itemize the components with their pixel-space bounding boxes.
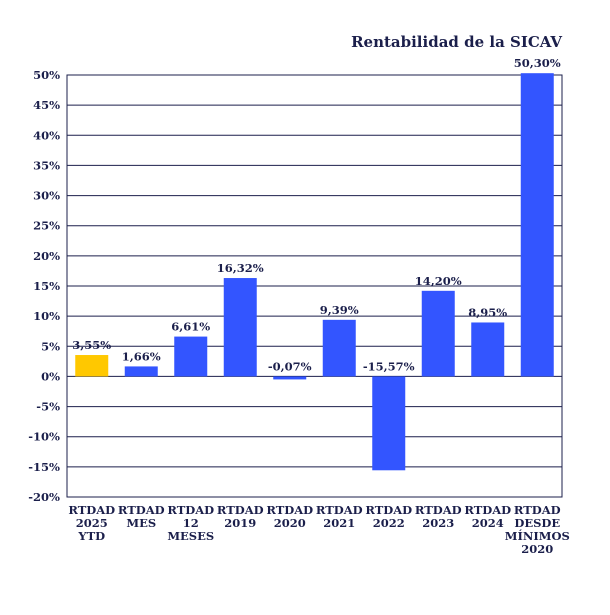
x-tick-label-line: 2019 [224, 516, 256, 530]
data-label: 16,32% [217, 261, 264, 275]
x-tick-label: RTDAD 2019 [217, 503, 264, 530]
y-tick-label: 40% [33, 128, 60, 142]
chart-title: Rentabilidad de la SICAV [351, 33, 562, 51]
x-tick-label-line: 2020 [274, 516, 306, 530]
x-tick-label: RTDAD 2024 [464, 503, 511, 530]
x-tick-label-line: MESES [167, 529, 214, 543]
y-tick-label: 30% [33, 189, 60, 203]
y-tick-label: 35% [33, 158, 60, 172]
bar [75, 355, 109, 377]
x-tick-label-line: 12 [183, 516, 199, 530]
x-tick-label-line: RTDAD [316, 503, 363, 517]
x-tick-label-line: RTDAD [464, 503, 511, 517]
data-label: 1,66% [122, 349, 161, 363]
x-tick-label-line: 2024 [472, 516, 504, 530]
x-tick-label-line: 2020 [521, 542, 553, 556]
y-tick-label: -5% [36, 400, 60, 414]
x-tick-label: RTDAD 2021 [316, 503, 363, 530]
bar [273, 376, 307, 380]
x-tick-label-line: RTDAD [217, 503, 264, 517]
data-label: 9,39% [320, 303, 359, 317]
x-tick-label-line: MÍNIMOS [505, 529, 570, 543]
bar [520, 73, 554, 377]
bar [471, 322, 505, 377]
x-tick-label-line: 2023 [422, 516, 454, 530]
bar [124, 366, 158, 377]
y-tick-label: 50% [33, 68, 60, 82]
y-tick-label: 5% [41, 339, 60, 353]
x-tick-label: RTDAD 12 MESES [167, 503, 214, 543]
x-tick-label-line: RTDAD [118, 503, 165, 517]
x-tick-label-line: RTDAD [167, 503, 214, 517]
x-tick-label-line: RTDAD [514, 503, 561, 517]
y-tick-label: 20% [33, 249, 60, 263]
data-label: 8,95% [468, 305, 507, 319]
x-tick-label: RTDAD 2025 YTD [68, 503, 115, 543]
y-tick-label: 15% [33, 279, 60, 293]
bar [322, 319, 356, 377]
data-label: -15,57% [363, 359, 415, 373]
x-tick-label-line: YTD [77, 529, 105, 543]
y-tick-label: -20% [28, 490, 60, 504]
x-tick-label-line: 2022 [373, 516, 405, 530]
data-label: -0,07% [268, 359, 312, 373]
y-tick-label: 10% [33, 309, 60, 323]
data-label: 14,20% [415, 274, 462, 288]
x-tick-label: RTDAD 2020 [266, 503, 313, 530]
x-tick-label-line: DESDE [514, 516, 560, 530]
x-tick-label-line: 2025 [76, 516, 108, 530]
x-tick-label: RTDAD 2022 [365, 503, 412, 530]
x-tick-label-line: RTDAD [68, 503, 115, 517]
plot-frame [66, 74, 563, 498]
x-tick-label-line: RTDAD [365, 503, 412, 517]
x-tick-label: RTDAD 2023 [415, 503, 462, 530]
data-label: 50,30% [514, 56, 561, 70]
bar [421, 290, 455, 377]
bar [372, 376, 406, 471]
x-tick-label: RTDAD MES [118, 503, 165, 530]
bar [223, 278, 257, 377]
y-tick-label: 45% [33, 98, 60, 112]
x-tick-label-line: 2021 [323, 516, 355, 530]
data-label: 3,55% [72, 338, 111, 352]
data-label: 6,61% [171, 320, 210, 334]
y-tick-label: -10% [28, 430, 60, 444]
y-tick-label: -15% [28, 460, 60, 474]
x-tick-label-line: MES [126, 516, 156, 530]
x-tick-label: RTDAD DESDE MÍNIMOS 2020 [505, 503, 570, 556]
x-tick-label-line: RTDAD [415, 503, 462, 517]
x-tick-label-line: RTDAD [266, 503, 313, 517]
y-tick-label: 0% [41, 369, 60, 383]
bar [174, 336, 208, 377]
y-tick-label: 25% [33, 219, 60, 233]
